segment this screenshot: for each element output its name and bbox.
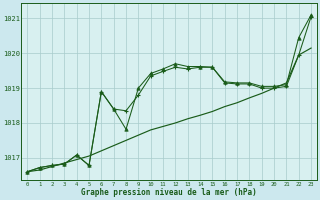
X-axis label: Graphe pression niveau de la mer (hPa): Graphe pression niveau de la mer (hPa) (81, 188, 257, 197)
